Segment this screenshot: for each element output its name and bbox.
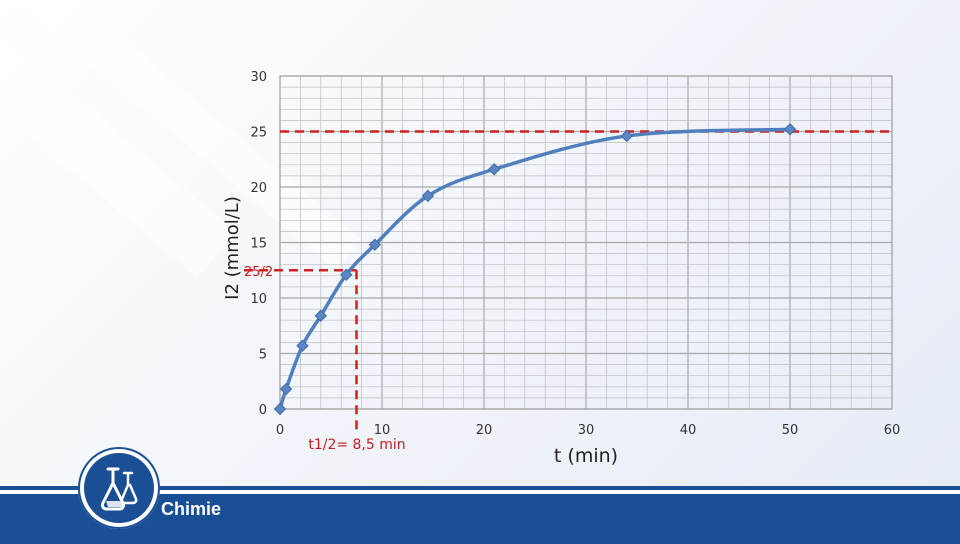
x-tick-labels: 0 10 20 30 40 50 60 — [276, 423, 900, 438]
x-tick-label: 50 — [782, 423, 799, 438]
y-tick-label: 0 — [259, 403, 267, 418]
x-tick-label: 60 — [884, 423, 901, 438]
series-markers — [273, 123, 797, 416]
y-tick-label: 25 — [250, 126, 267, 141]
data-point — [421, 189, 435, 203]
y-tick-label: 30 — [250, 70, 267, 85]
data-point — [368, 238, 382, 251]
y-tick-label: 5 — [259, 348, 267, 363]
chart-grid — [279, 75, 893, 410]
data-point — [279, 382, 293, 396]
half-value-label: 25/2 — [244, 265, 273, 280]
logo-badge — [78, 447, 160, 529]
y-axis-label: I2 (mmol/L) — [222, 196, 243, 300]
data-point — [620, 129, 634, 143]
plot-frame — [279, 75, 893, 410]
y-tick-labels: 0 5 10 15 20 25 30 — [250, 70, 267, 418]
data-point — [273, 402, 287, 416]
y-tick-label: 15 — [250, 237, 267, 252]
line-chart: 0 5 10 15 20 25 30 0 10 20 30 40 50 60 t (min) I2 (m… — [222, 70, 900, 467]
data-point — [340, 268, 353, 281]
y-tick-label: 20 — [250, 181, 267, 196]
x-tick-label: 0 — [276, 423, 284, 438]
x-tick-label: 20 — [476, 423, 493, 438]
x-tick-label: 10 — [374, 423, 391, 438]
data-point — [783, 123, 797, 136]
x-tick-label: 30 — [578, 423, 595, 438]
footer-band — [0, 486, 960, 544]
half-life-label: t1/2= 8,5 min — [308, 437, 405, 453]
data-point — [487, 163, 501, 176]
x-axis-label: t (min) — [554, 445, 618, 467]
x-tick-label: 40 — [680, 423, 697, 438]
data-point — [296, 339, 309, 352]
y-tick-label: 10 — [250, 292, 267, 307]
flask-icon — [100, 467, 138, 511]
logo-inner — [84, 453, 154, 523]
brand-label: Chimie — [161, 499, 222, 519]
data-point — [314, 309, 328, 322]
